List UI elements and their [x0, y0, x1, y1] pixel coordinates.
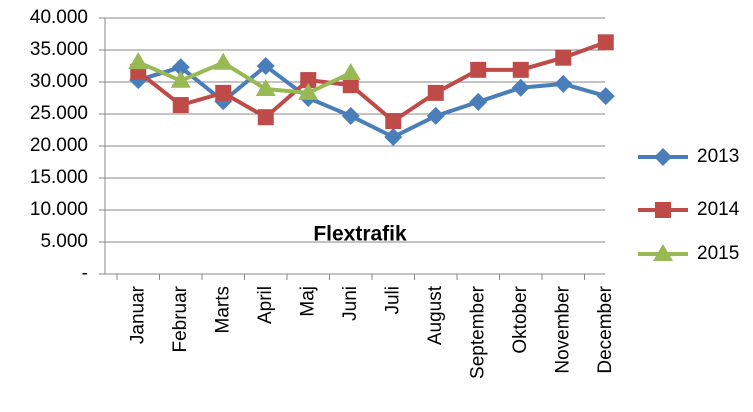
- marker: [300, 72, 317, 89]
- x-tick-label: Juli: [382, 286, 403, 315]
- y-tick-label: 10.000: [30, 199, 88, 220]
- marker: [470, 61, 487, 78]
- marker: [596, 87, 615, 106]
- x-tick-label: April: [255, 286, 276, 324]
- marker: [342, 77, 359, 94]
- marker: [597, 34, 614, 51]
- marker: [170, 70, 191, 88]
- y-tick-label: -: [82, 263, 88, 284]
- y-tick-label: 35.000: [30, 39, 88, 60]
- legend-label: 2015: [697, 243, 739, 264]
- marker: [215, 84, 232, 101]
- marker: [171, 58, 190, 77]
- x-tick-label: November: [552, 285, 573, 373]
- x-tick-label: Juni: [340, 286, 361, 321]
- y-tick-label: 30.000: [30, 71, 88, 92]
- marker: [128, 52, 149, 70]
- marker: [213, 52, 234, 70]
- marker: [554, 74, 573, 93]
- x-tick-label: Januar: [127, 285, 148, 344]
- x-tick-label: December: [595, 285, 616, 373]
- x-tick-label: Oktober: [510, 285, 531, 353]
- marker: [555, 49, 572, 66]
- marker: [426, 106, 445, 125]
- x-tick-label: September: [467, 285, 488, 379]
- legend-label: 2013: [697, 146, 739, 167]
- marker: [256, 57, 275, 75]
- marker: [653, 244, 673, 261]
- marker: [385, 113, 402, 130]
- marker: [654, 148, 672, 166]
- x-tick-label: Februar: [170, 285, 191, 352]
- marker: [427, 84, 444, 101]
- marker: [384, 128, 403, 147]
- marker: [255, 79, 276, 97]
- marker: [469, 92, 488, 111]
- marker: [512, 61, 529, 78]
- y-tick-label: 40.000: [30, 7, 88, 28]
- marker: [511, 78, 530, 97]
- y-tick-label: 20.000: [30, 135, 88, 156]
- chart-title: Flextrafik: [313, 223, 407, 246]
- y-tick-label: 15.000: [30, 167, 88, 188]
- marker: [340, 63, 361, 81]
- x-tick-label: Maj: [297, 286, 318, 317]
- marker: [257, 109, 274, 126]
- series-line: [137, 60, 352, 95]
- x-tick-label: Marts: [212, 286, 233, 334]
- legend-label: 2014: [697, 199, 740, 220]
- marker: [341, 106, 360, 125]
- marker: [655, 202, 671, 218]
- y-tick-label: 5.000: [40, 231, 88, 252]
- y-tick-label: 25.000: [30, 103, 88, 124]
- marker: [172, 97, 189, 114]
- x-tick-label: August: [425, 285, 446, 345]
- marker: [298, 82, 319, 100]
